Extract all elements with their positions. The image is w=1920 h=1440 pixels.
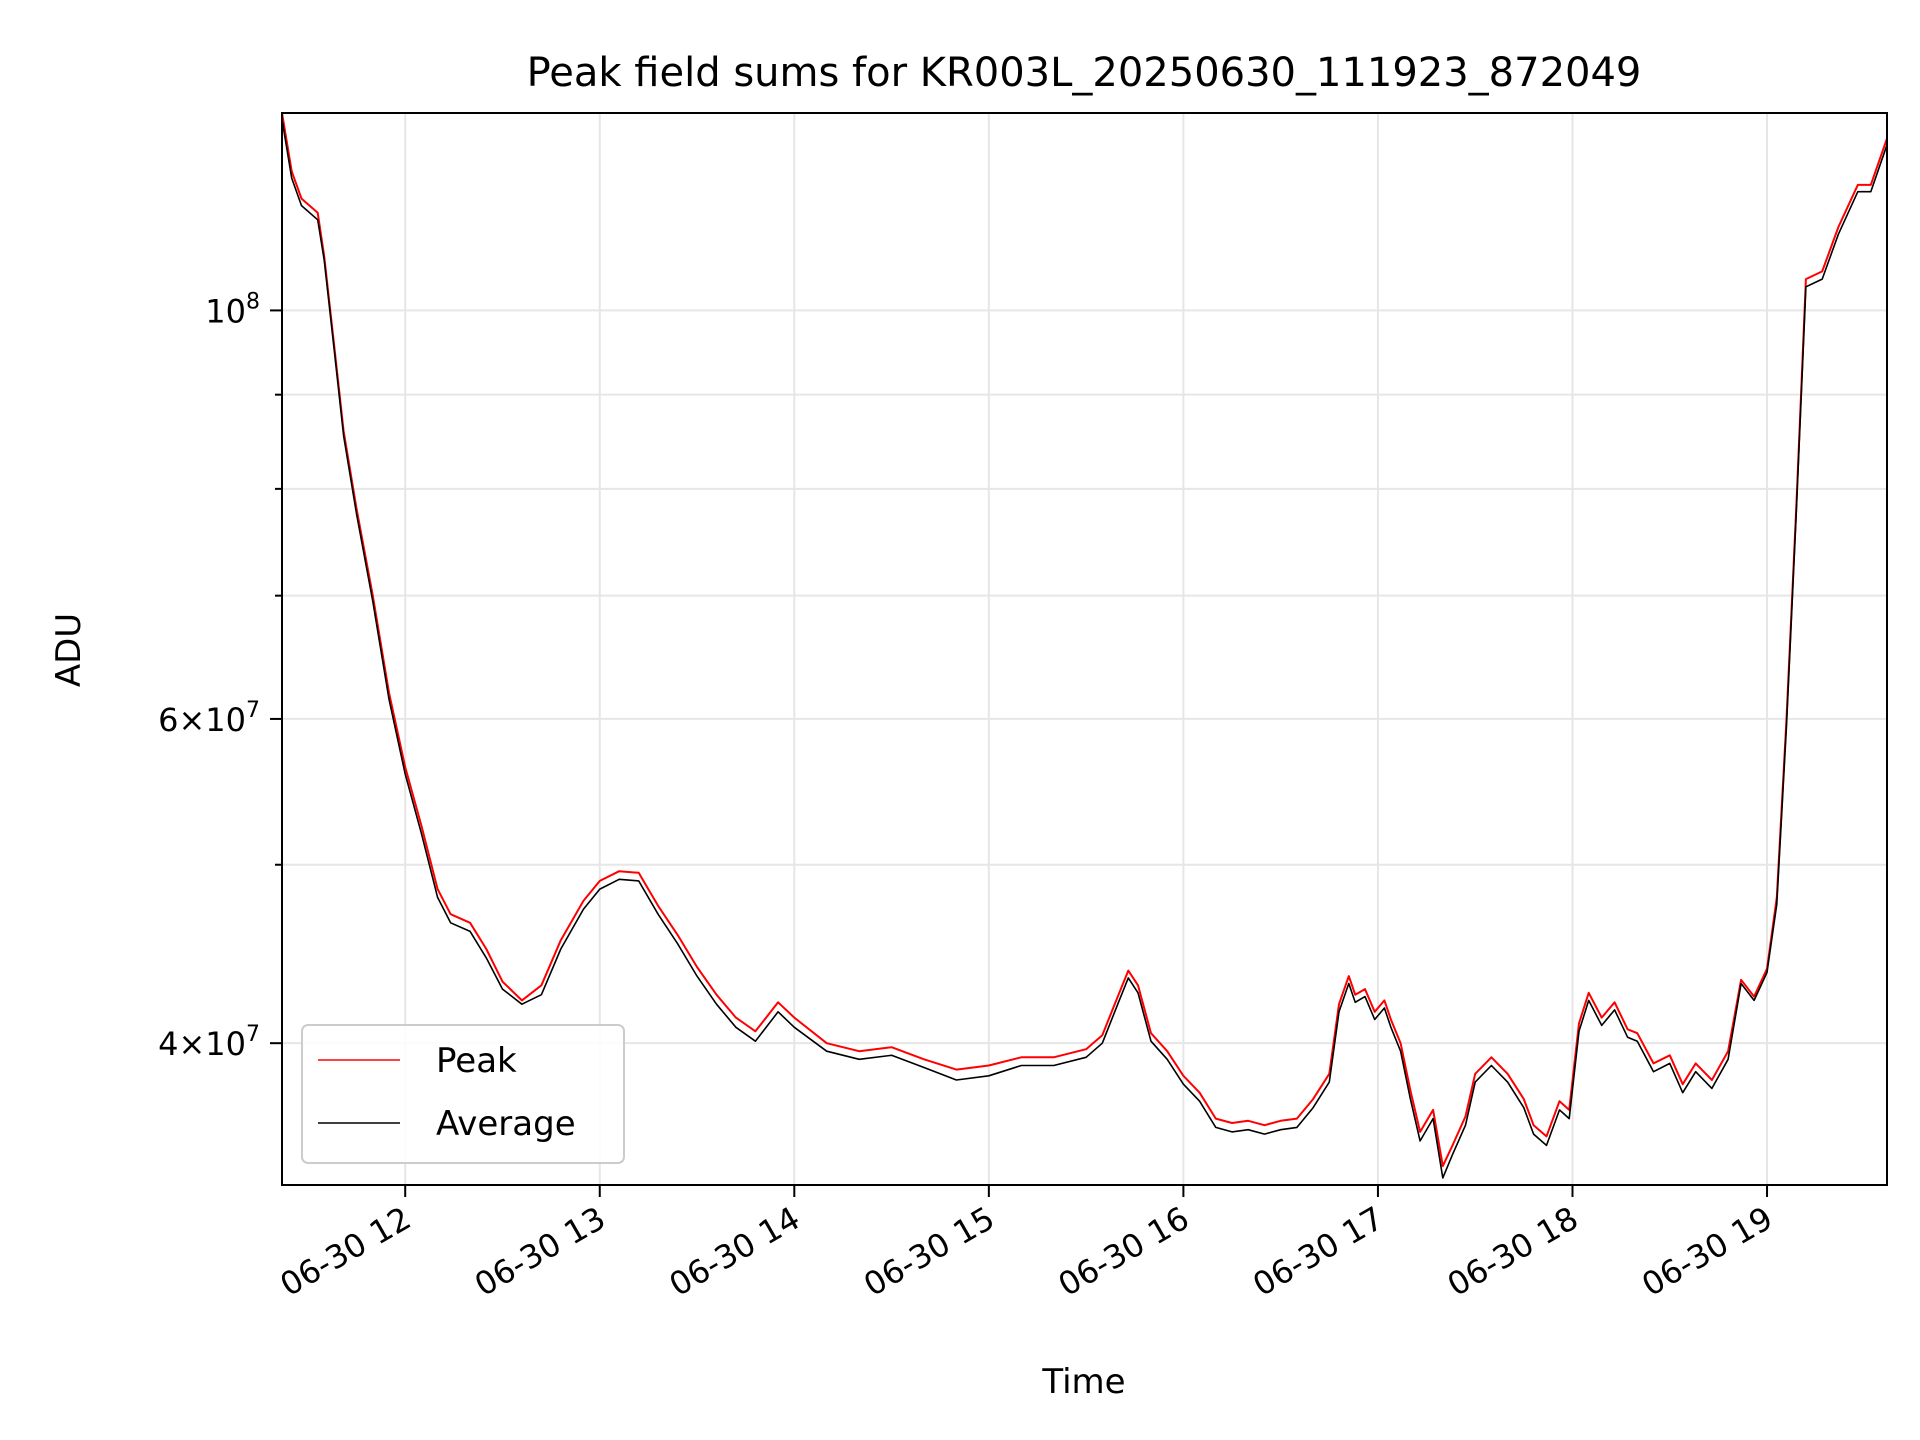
legend-label-average: Average [436,1104,576,1144]
series-line-peak [282,113,1887,1168]
plot-lines [282,113,1887,1179]
grid [282,113,1887,1185]
legend-label-peak: Peak [436,1041,517,1081]
y-tick-label: 6×107 [158,698,260,739]
series-line-average [282,119,1887,1179]
plot-frame [281,112,1888,1186]
legend: Peak Average [301,1024,625,1164]
y-tick-label: 4×107 [158,1022,260,1063]
y-axis-label: ADU [49,613,89,687]
chart-title: Peak field sums for KR003L_20250630_1119… [527,50,1642,96]
y-tick-label: 108 [205,289,260,330]
x-axis-label: Time [1041,1362,1125,1402]
y-axis: 4×107 6×107 108 [158,289,282,1063]
